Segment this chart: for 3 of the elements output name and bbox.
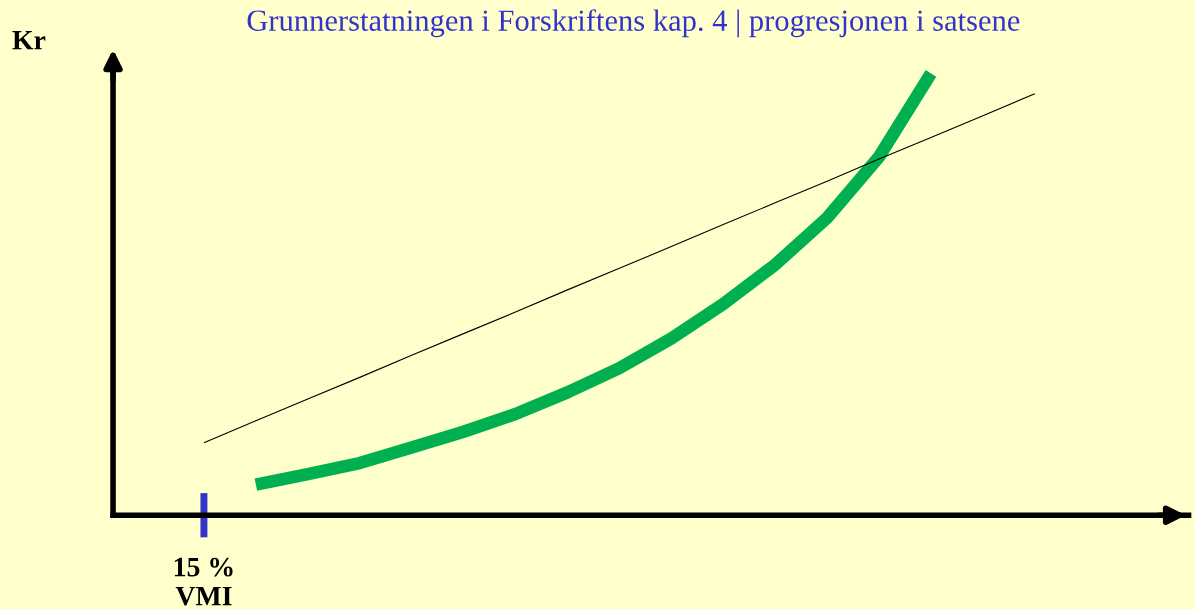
text: 15 % VMI [174,557,233,606]
chart-title: Grunnerstatningen i Forskriftens kap. 4 | progresjonen i satsene [247,9,1020,38]
y-axis-title: Kr [12,31,46,50]
